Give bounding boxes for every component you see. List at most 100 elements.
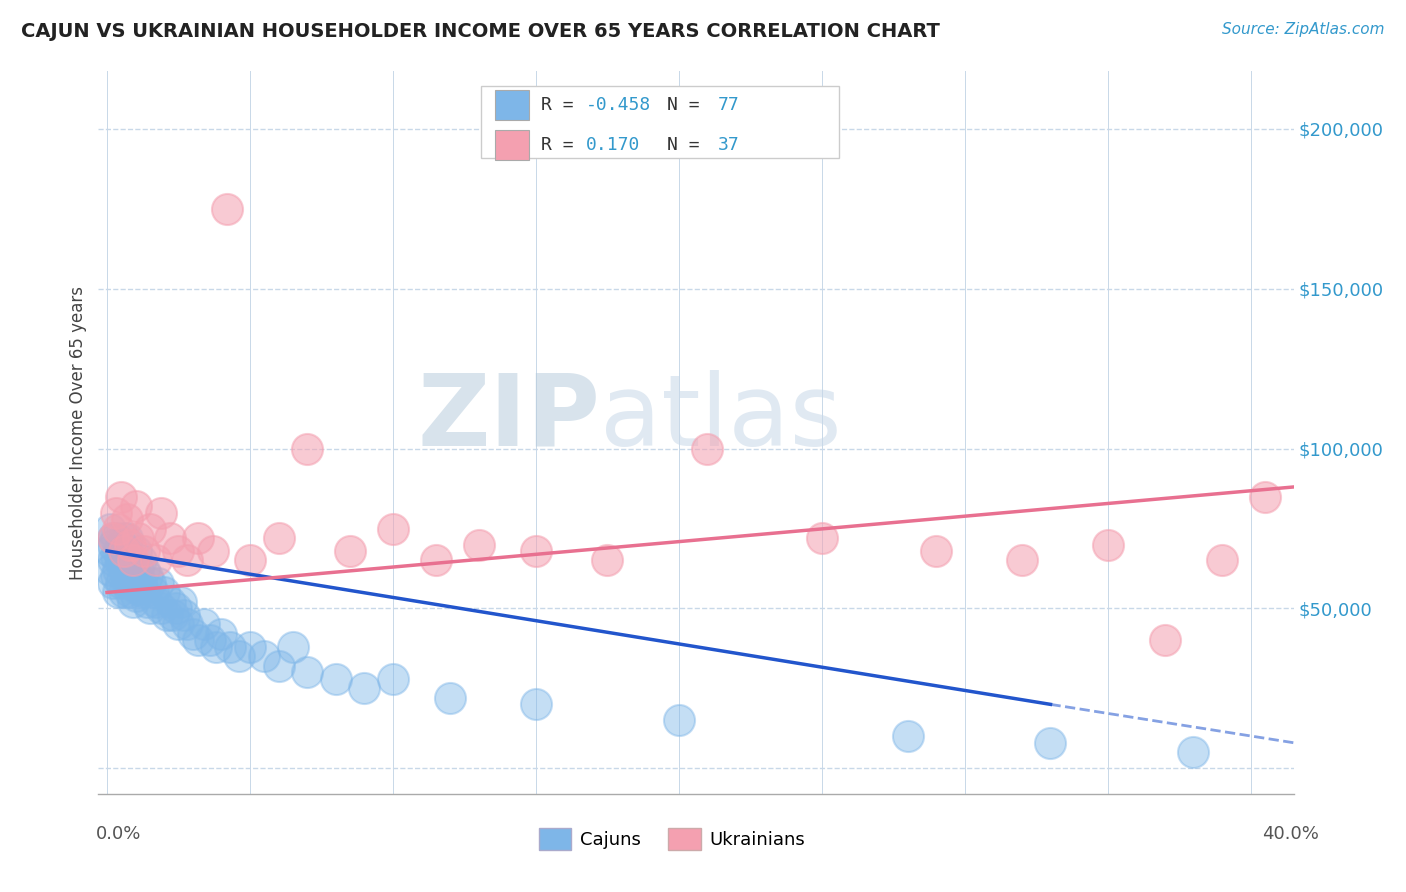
Point xyxy=(150,506,173,520)
Point xyxy=(134,585,156,599)
Point xyxy=(115,531,138,545)
Point xyxy=(219,640,242,654)
Point xyxy=(124,499,146,513)
Point xyxy=(1182,745,1205,759)
Point xyxy=(107,563,129,577)
Point xyxy=(153,585,176,599)
Text: atlas: atlas xyxy=(600,369,842,467)
Point xyxy=(98,544,121,558)
Point xyxy=(131,553,153,567)
Point xyxy=(110,553,132,567)
Text: Source: ZipAtlas.com: Source: ZipAtlas.com xyxy=(1222,22,1385,37)
Point xyxy=(381,672,404,686)
Point xyxy=(165,601,187,615)
Point xyxy=(162,607,184,622)
Point xyxy=(295,442,318,456)
Point xyxy=(107,522,129,536)
FancyBboxPatch shape xyxy=(481,86,839,158)
Point xyxy=(110,490,132,504)
Point xyxy=(121,575,143,590)
Point xyxy=(118,585,141,599)
Point xyxy=(150,601,173,615)
Point xyxy=(596,553,619,567)
Point xyxy=(267,531,290,545)
Point xyxy=(101,531,124,545)
Point xyxy=(187,531,209,545)
Point xyxy=(118,569,141,583)
Point xyxy=(98,563,121,577)
Point xyxy=(104,550,127,565)
Point xyxy=(696,442,718,456)
Point xyxy=(204,640,226,654)
Point xyxy=(325,672,347,686)
Point xyxy=(145,595,167,609)
Point xyxy=(101,553,124,567)
Point xyxy=(159,595,181,609)
Point xyxy=(112,531,135,545)
Point xyxy=(136,595,159,609)
Point xyxy=(139,575,162,590)
Point xyxy=(353,681,375,696)
Point xyxy=(339,544,361,558)
Point xyxy=(439,690,461,705)
Point xyxy=(118,537,141,551)
Point xyxy=(124,589,146,603)
Point xyxy=(425,553,447,567)
Point xyxy=(127,563,149,577)
Text: N =: N = xyxy=(668,96,711,114)
Point xyxy=(810,531,832,545)
Point xyxy=(1039,736,1062,750)
Text: N =: N = xyxy=(668,136,711,154)
Point xyxy=(209,627,232,641)
Point xyxy=(267,659,290,673)
Point xyxy=(167,544,190,558)
Text: R =: R = xyxy=(541,96,583,114)
Point xyxy=(115,512,138,526)
Point xyxy=(239,640,262,654)
Point xyxy=(124,569,146,583)
Point xyxy=(110,575,132,590)
Point xyxy=(148,575,170,590)
Point xyxy=(1153,633,1175,648)
FancyBboxPatch shape xyxy=(495,90,529,120)
Point xyxy=(524,544,547,558)
Point xyxy=(136,569,159,583)
Point xyxy=(896,729,918,743)
Text: 77: 77 xyxy=(717,96,740,114)
Point xyxy=(134,544,156,558)
Text: 0.170: 0.170 xyxy=(586,136,640,154)
Point xyxy=(668,714,690,728)
Point xyxy=(121,557,143,571)
Point xyxy=(228,649,250,664)
Point xyxy=(1254,490,1277,504)
Point xyxy=(139,522,162,536)
FancyBboxPatch shape xyxy=(495,130,529,161)
Text: CAJUN VS UKRAINIAN HOUSEHOLDER INCOME OVER 65 YEARS CORRELATION CHART: CAJUN VS UKRAINIAN HOUSEHOLDER INCOME OV… xyxy=(21,22,941,41)
Point xyxy=(121,553,143,567)
Point xyxy=(127,531,149,545)
Point xyxy=(176,617,198,632)
Point xyxy=(281,640,304,654)
Point xyxy=(524,698,547,712)
Point xyxy=(131,575,153,590)
Point xyxy=(112,544,135,558)
Point xyxy=(127,582,149,597)
Point xyxy=(170,595,193,609)
Y-axis label: Householder Income Over 65 years: Householder Income Over 65 years xyxy=(69,285,87,580)
Point xyxy=(110,537,132,551)
Point xyxy=(107,585,129,599)
Point xyxy=(115,575,138,590)
Point xyxy=(112,585,135,599)
Point xyxy=(1097,537,1119,551)
Text: 37: 37 xyxy=(717,136,740,154)
Point xyxy=(381,522,404,536)
Point xyxy=(181,627,204,641)
Point xyxy=(201,544,224,558)
Point xyxy=(139,601,162,615)
Point xyxy=(118,550,141,565)
Point xyxy=(253,649,276,664)
Point xyxy=(156,607,179,622)
Point xyxy=(142,585,165,599)
Point xyxy=(173,607,195,622)
Point xyxy=(1211,553,1233,567)
